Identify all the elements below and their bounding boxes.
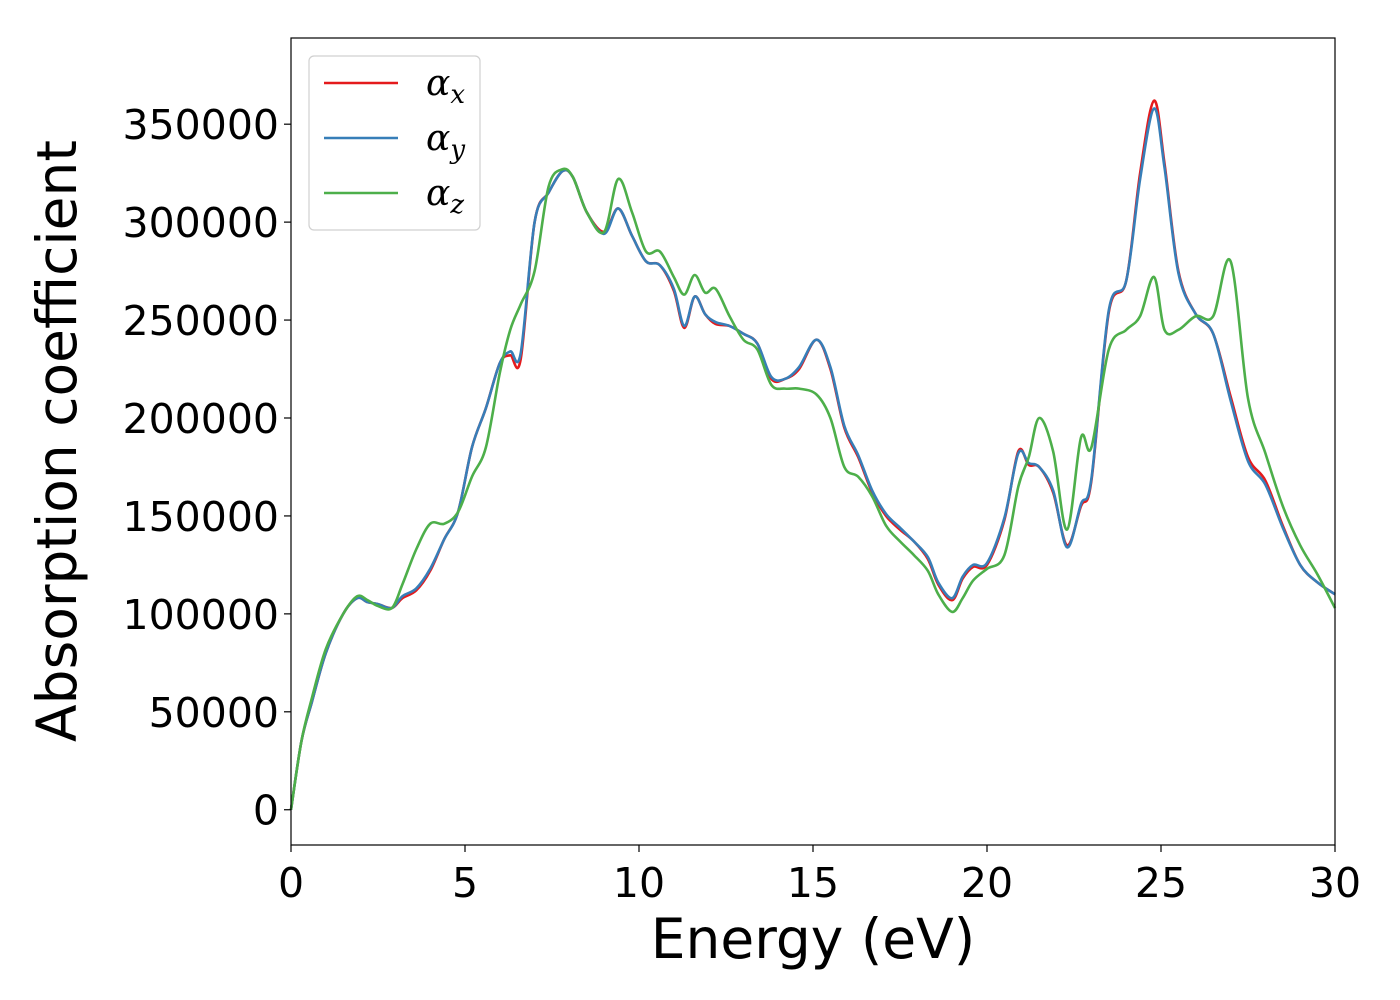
y-tick-label: 100000 (122, 591, 279, 639)
x-tick-label: 5 (452, 859, 478, 907)
y-axis-label: Absorption coefficient (25, 140, 89, 742)
y-tick-label: 50000 (149, 689, 279, 737)
y-tick-label: 250000 (122, 297, 279, 345)
legend-label-base: α (426, 118, 450, 159)
legend-label-subscript: x (450, 80, 465, 110)
x-tick-label: 10 (613, 859, 665, 907)
legend-label-subscript: z (449, 190, 464, 220)
y-tick-label: 150000 (122, 493, 279, 541)
legend-label-y: αy (426, 118, 465, 165)
legend-label-subscript: y (449, 135, 465, 165)
legend-label-base: α (426, 63, 450, 104)
x-tick-label: 15 (787, 859, 839, 907)
x-axis-label: Energy (eV) (651, 907, 975, 971)
y-tick-label: 300000 (122, 199, 279, 247)
y-tick-label: 200000 (122, 395, 279, 443)
legend-label-base: α (426, 173, 450, 214)
x-tick-label: 30 (1309, 859, 1361, 907)
legend-box (308, 55, 481, 231)
x-tick-label: 0 (278, 859, 304, 907)
legend-label-x: αx (426, 63, 465, 110)
y-tick-label: 350000 (122, 101, 279, 149)
series-line-z (289, 167, 1337, 810)
y-axis: 0 50000 100000 150000 200000 250000 300000 3500… (122, 101, 291, 835)
series-layer (289, 99, 1337, 810)
y-tick-label: 0 (253, 787, 279, 835)
legend-label-z: αz (426, 173, 464, 220)
x-axis: 0 5 10 15 20 25 30 (278, 845, 1361, 907)
x-tick-label: 20 (961, 859, 1013, 907)
x-tick-label: 25 (1135, 859, 1187, 907)
